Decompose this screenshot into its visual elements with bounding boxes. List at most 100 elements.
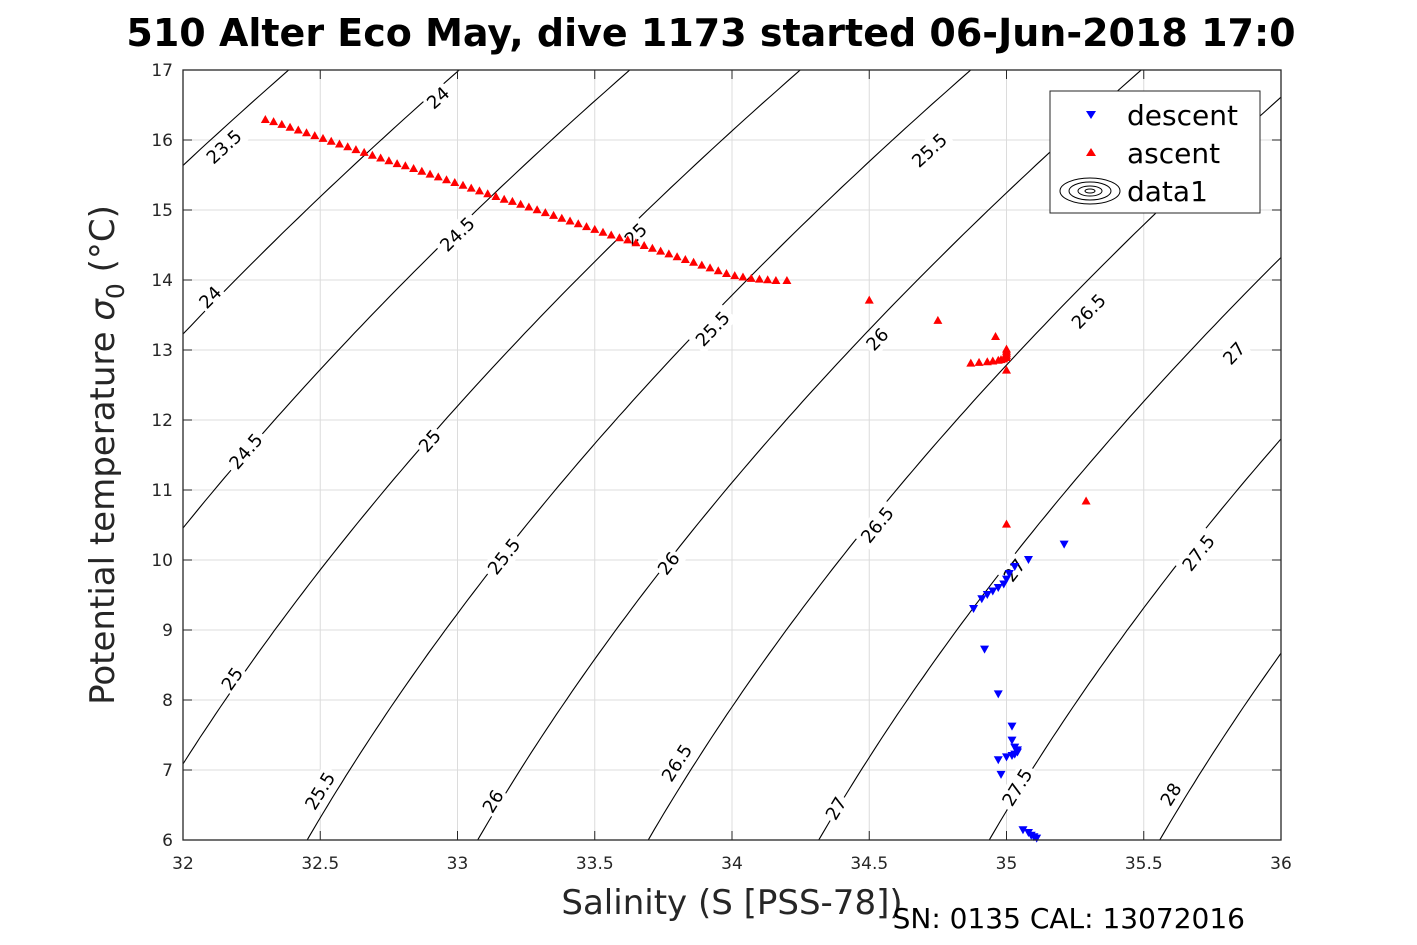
ascent-point bbox=[334, 139, 344, 148]
isopycnal-line bbox=[306, 70, 972, 840]
ascent-point bbox=[351, 145, 361, 154]
descent-point bbox=[1004, 570, 1014, 578]
y-tick-label: 10 bbox=[151, 551, 173, 571]
ascent-point bbox=[782, 276, 792, 284]
ascent-point bbox=[606, 230, 616, 239]
y-tick-label: 9 bbox=[162, 621, 173, 641]
y-tick-label: 14 bbox=[151, 271, 173, 291]
ascent-point bbox=[672, 252, 682, 261]
footer-serial-calibration: SN: 0135 CAL: 13072016 bbox=[893, 902, 1245, 935]
y-axis-label-unit: (°C) bbox=[83, 205, 123, 283]
contour-label-bg bbox=[1217, 336, 1252, 371]
legend: descent ascent data1 bbox=[1049, 90, 1261, 214]
x-tick-label: 35.5 bbox=[1125, 854, 1163, 874]
contour-label-bg bbox=[853, 499, 902, 551]
descent-point bbox=[993, 584, 1003, 592]
descent-point bbox=[980, 645, 990, 654]
contour-label-bg bbox=[222, 426, 271, 477]
contour-label-bg bbox=[215, 661, 250, 697]
ascent-point bbox=[1002, 365, 1011, 374]
contour-label-bg bbox=[298, 764, 343, 818]
ascent-point bbox=[474, 186, 484, 195]
ascent-point bbox=[730, 271, 740, 280]
ascent-point bbox=[631, 238, 641, 247]
ascent-point bbox=[565, 216, 575, 225]
ascent-point bbox=[722, 269, 732, 277]
contour-label-bg bbox=[860, 322, 895, 357]
ascent-point bbox=[1081, 496, 1091, 505]
ascent-point bbox=[664, 249, 674, 258]
isopycnal-line bbox=[988, 438, 1281, 840]
x-axis-ticks: 32 32.5 33 33.5 34 34.5 35 35.5 36 bbox=[172, 70, 1292, 874]
y-axis-label-main: Potential temperature bbox=[83, 321, 123, 705]
y-axis-label: Potential temperature σ0 (°C) bbox=[83, 205, 130, 705]
ascent-point bbox=[343, 142, 353, 151]
ascent-point bbox=[713, 266, 723, 275]
descent-point bbox=[996, 770, 1006, 779]
ascent-point bbox=[614, 233, 624, 242]
ascent-point bbox=[933, 315, 943, 324]
ascent-point bbox=[293, 125, 303, 134]
x-tick-label: 33 bbox=[447, 854, 469, 874]
y-axis-label-subscript: 0 bbox=[101, 283, 130, 299]
descent-point bbox=[982, 591, 992, 599]
ascent-point bbox=[705, 263, 715, 272]
descent-point bbox=[1059, 540, 1069, 549]
ascent-point bbox=[483, 189, 493, 198]
contour-label-bg bbox=[1175, 527, 1223, 579]
contour-label: 25.5 bbox=[688, 304, 738, 354]
descent-point bbox=[1002, 753, 1011, 762]
y-tick-label: 16 bbox=[151, 131, 173, 151]
descent-point bbox=[1032, 834, 1042, 843]
x-tick-label: 35 bbox=[996, 854, 1018, 874]
descent-point bbox=[1023, 556, 1033, 564]
ascent-point bbox=[746, 273, 756, 282]
ascent-point bbox=[656, 246, 666, 255]
ascent-point bbox=[384, 156, 394, 165]
y-tick-label: 15 bbox=[151, 201, 173, 221]
ascent-point bbox=[400, 161, 410, 170]
x-tick-label: 32 bbox=[172, 854, 194, 874]
descent-point bbox=[1018, 826, 1028, 835]
ascent-point bbox=[598, 227, 608, 236]
descent-point bbox=[988, 587, 998, 596]
contour-label-bg bbox=[476, 784, 510, 819]
y-axis-label-sigma: σ bbox=[83, 298, 123, 321]
y-tick-label: 6 bbox=[162, 831, 173, 851]
ascent-point bbox=[392, 159, 402, 168]
ascent-point bbox=[763, 275, 773, 284]
data-series bbox=[260, 115, 1091, 843]
ascent-point bbox=[433, 172, 443, 181]
ascent-point bbox=[277, 119, 287, 128]
y-tick-label: 7 bbox=[162, 761, 173, 781]
ascent-point bbox=[549, 210, 559, 219]
descent-point bbox=[1007, 736, 1017, 745]
ascent-point bbox=[590, 224, 600, 233]
legend-data1-label: data1 bbox=[1127, 175, 1208, 208]
ascent-point bbox=[991, 332, 1001, 340]
descent-point bbox=[1010, 563, 1020, 571]
y-tick-label: 12 bbox=[151, 411, 173, 431]
ascent-point bbox=[269, 117, 279, 126]
descent-point bbox=[993, 756, 1003, 765]
legend-descent-marker bbox=[1086, 111, 1096, 119]
ascent-point bbox=[647, 243, 657, 252]
ascent-point bbox=[697, 260, 707, 269]
x-tick-label: 32.5 bbox=[301, 854, 339, 874]
isopycnal-line bbox=[477, 70, 1143, 840]
y-axis-ticks: 6 7 8 9 10 11 12 13 14 15 16 17 bbox=[151, 61, 1281, 851]
ascent-point bbox=[302, 128, 312, 137]
x-tick-label: 36 bbox=[1270, 854, 1292, 874]
ascent-point bbox=[367, 150, 377, 159]
descent-point bbox=[977, 595, 987, 604]
ascent-point bbox=[557, 213, 567, 222]
x-tick-label: 33.5 bbox=[576, 854, 614, 874]
x-axis-label: Salinity (S [PSS-78]) bbox=[561, 883, 902, 923]
x-tick-label: 34 bbox=[721, 854, 743, 874]
isopycnal-line bbox=[1159, 652, 1281, 840]
descent-point bbox=[969, 605, 979, 613]
descent-point bbox=[1007, 722, 1017, 731]
ascent-point bbox=[864, 295, 874, 304]
ascent-point bbox=[442, 175, 452, 184]
